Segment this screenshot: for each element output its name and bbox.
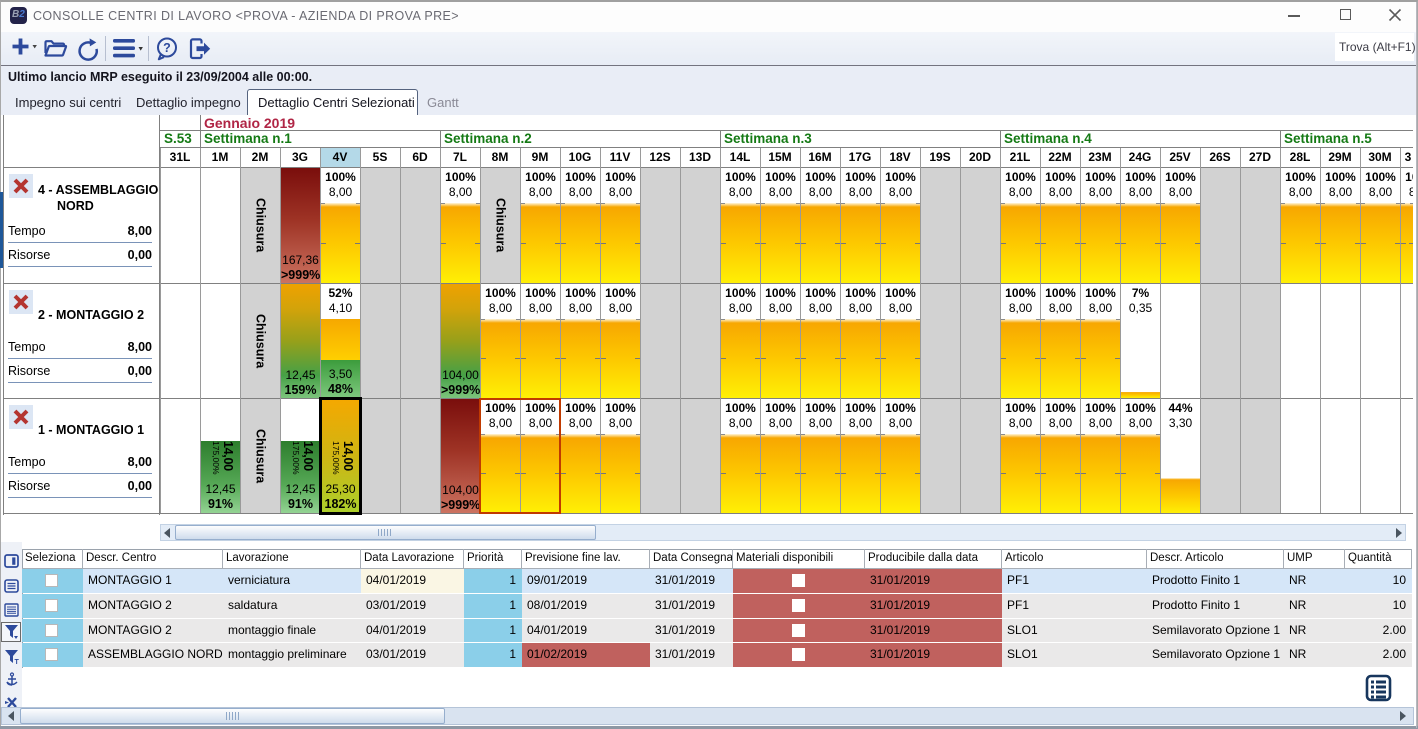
svg-text:?: ? [163, 41, 171, 55]
svg-text:T: T [15, 659, 20, 665]
